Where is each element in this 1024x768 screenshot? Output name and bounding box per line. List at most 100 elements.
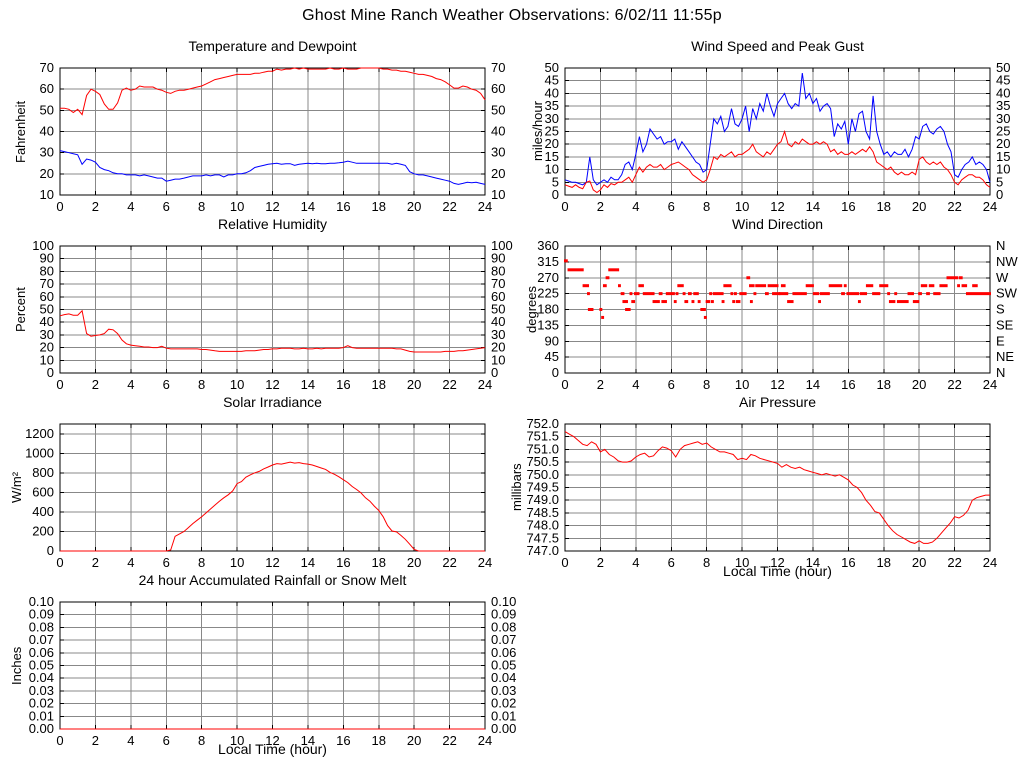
svg-text:4: 4 bbox=[632, 377, 639, 392]
svg-text:0: 0 bbox=[47, 543, 54, 558]
svg-text:35: 35 bbox=[545, 98, 559, 113]
svg-text:20: 20 bbox=[407, 733, 421, 748]
svg-text:0.03: 0.03 bbox=[29, 683, 54, 698]
svg-text:0.09: 0.09 bbox=[491, 607, 516, 622]
svg-text:0.00: 0.00 bbox=[491, 721, 516, 736]
svg-text:30: 30 bbox=[491, 327, 505, 342]
svg-text:14: 14 bbox=[806, 377, 820, 392]
svg-text:6: 6 bbox=[163, 377, 170, 392]
svg-text:0.02: 0.02 bbox=[491, 696, 516, 711]
svg-text:0.07: 0.07 bbox=[29, 632, 54, 647]
svg-text:8: 8 bbox=[198, 377, 205, 392]
svg-text:20: 20 bbox=[40, 340, 54, 355]
svg-text:18: 18 bbox=[372, 377, 386, 392]
svg-text:24: 24 bbox=[983, 555, 997, 570]
svg-text:NE: NE bbox=[996, 349, 1014, 364]
svg-text:20: 20 bbox=[912, 199, 926, 214]
svg-text:0.07: 0.07 bbox=[491, 632, 516, 647]
svg-text:12: 12 bbox=[265, 733, 279, 748]
svg-text:751.0: 751.0 bbox=[526, 441, 559, 456]
svg-text:8: 8 bbox=[198, 555, 205, 570]
svg-text:40: 40 bbox=[996, 85, 1010, 100]
svg-text:10: 10 bbox=[40, 352, 54, 367]
svg-text:E: E bbox=[996, 333, 1005, 348]
svg-text:70: 70 bbox=[491, 276, 505, 291]
svg-text:14: 14 bbox=[806, 555, 820, 570]
svg-text:24: 24 bbox=[983, 199, 997, 214]
solar-irradiance-plot: 0 2 4 6 8 10 12 14 16 18 20 22 240200400600800100012… bbox=[25, 423, 492, 570]
svg-text:45: 45 bbox=[996, 73, 1010, 88]
svg-text:0: 0 bbox=[996, 187, 1003, 202]
svg-text:12: 12 bbox=[770, 377, 784, 392]
svg-text:16: 16 bbox=[841, 199, 855, 214]
svg-text:315: 315 bbox=[537, 254, 559, 269]
svg-text:16: 16 bbox=[841, 555, 855, 570]
svg-text:16: 16 bbox=[336, 555, 350, 570]
svg-text:747.0: 747.0 bbox=[526, 543, 559, 558]
svg-text:4: 4 bbox=[127, 377, 134, 392]
svg-text:0: 0 bbox=[56, 377, 63, 392]
svg-text:4: 4 bbox=[127, 199, 134, 214]
svg-text:10: 10 bbox=[230, 733, 244, 748]
svg-text:50: 50 bbox=[491, 302, 505, 317]
svg-text:400: 400 bbox=[32, 504, 54, 519]
svg-text:749.0: 749.0 bbox=[526, 492, 559, 507]
chart-title: Wind Speed and Peak Gust bbox=[691, 38, 864, 54]
svg-text:6: 6 bbox=[668, 377, 675, 392]
svg-text:22: 22 bbox=[442, 199, 456, 214]
svg-text:0: 0 bbox=[552, 365, 559, 380]
svg-text:40: 40 bbox=[40, 314, 54, 329]
chart-title: 24 hour Accumulated Rainfall or Snow Mel… bbox=[138, 572, 407, 588]
air-pressure-plot: 0 2 4 6 8 10 12 14 16 18 20 22 24747.0747.5748.0748.… bbox=[526, 416, 997, 570]
svg-text:800: 800 bbox=[32, 465, 54, 480]
svg-text:10: 10 bbox=[491, 352, 505, 367]
svg-text:12: 12 bbox=[770, 199, 784, 214]
svg-text:60: 60 bbox=[40, 81, 54, 96]
svg-text:N: N bbox=[996, 238, 1005, 253]
svg-text:20: 20 bbox=[491, 166, 505, 181]
svg-text:80: 80 bbox=[40, 263, 54, 278]
x-axis-label: Local Time (hour) bbox=[723, 563, 832, 579]
svg-text:22: 22 bbox=[947, 199, 961, 214]
svg-text:2: 2 bbox=[597, 555, 604, 570]
svg-text:0.05: 0.05 bbox=[29, 658, 54, 673]
svg-text:N: N bbox=[996, 365, 1005, 380]
svg-text:225: 225 bbox=[537, 286, 559, 301]
svg-text:8: 8 bbox=[703, 199, 710, 214]
svg-text:90: 90 bbox=[545, 333, 559, 348]
svg-text:752.0: 752.0 bbox=[526, 416, 559, 431]
x-axis-label: Local Time (hour) bbox=[218, 741, 327, 757]
svg-text:2: 2 bbox=[92, 377, 99, 392]
svg-text:60: 60 bbox=[491, 289, 505, 304]
svg-text:60: 60 bbox=[491, 81, 505, 96]
svg-text:600: 600 bbox=[32, 484, 54, 499]
svg-text:80: 80 bbox=[491, 263, 505, 278]
svg-text:4: 4 bbox=[127, 733, 134, 748]
svg-text:20: 20 bbox=[40, 166, 54, 181]
svg-text:12: 12 bbox=[770, 555, 784, 570]
svg-text:90: 90 bbox=[40, 251, 54, 266]
svg-text:0.01: 0.01 bbox=[29, 708, 54, 723]
chart-air-pressure: Air Pressure millibars 0 2 4 6 8 10 12 14 16 18 20… bbox=[509, 394, 1024, 579]
svg-text:0.06: 0.06 bbox=[29, 645, 54, 660]
svg-text:0: 0 bbox=[491, 365, 498, 380]
svg-text:0: 0 bbox=[561, 377, 568, 392]
svg-text:24: 24 bbox=[478, 555, 492, 570]
svg-text:6: 6 bbox=[163, 733, 170, 748]
svg-text:20: 20 bbox=[912, 377, 926, 392]
svg-text:24: 24 bbox=[478, 377, 492, 392]
svg-text:14: 14 bbox=[301, 199, 315, 214]
svg-text:1200: 1200 bbox=[25, 426, 54, 441]
svg-text:0.02: 0.02 bbox=[29, 696, 54, 711]
svg-text:18: 18 bbox=[372, 555, 386, 570]
svg-text:18: 18 bbox=[877, 555, 891, 570]
svg-text:2: 2 bbox=[597, 377, 604, 392]
svg-text:0.04: 0.04 bbox=[491, 670, 516, 685]
svg-text:45: 45 bbox=[545, 349, 559, 364]
svg-text:4: 4 bbox=[127, 555, 134, 570]
svg-text:0.09: 0.09 bbox=[29, 607, 54, 622]
svg-text:70: 70 bbox=[40, 60, 54, 75]
svg-text:16: 16 bbox=[841, 377, 855, 392]
